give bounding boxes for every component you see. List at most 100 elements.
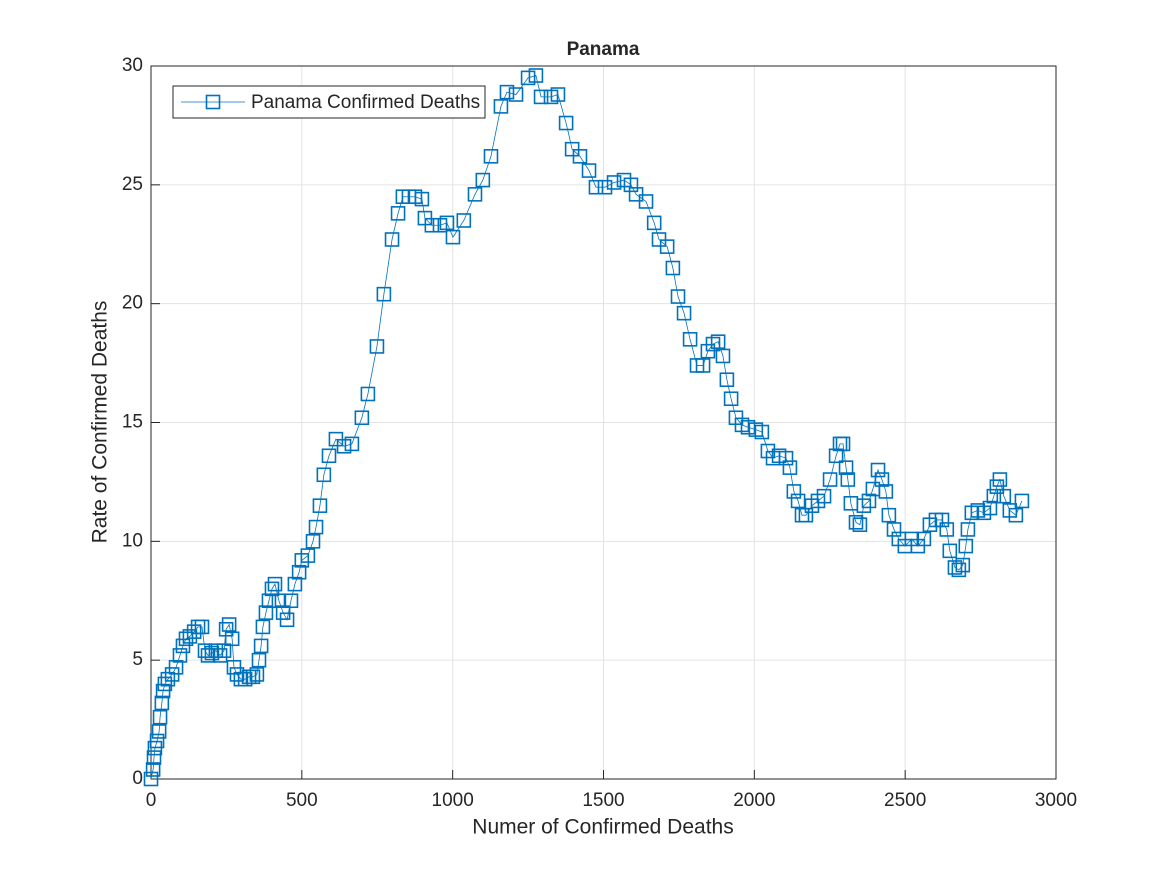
data-point bbox=[321, 448, 337, 464]
data-point bbox=[676, 305, 692, 321]
data-point bbox=[208, 643, 224, 658]
data-point bbox=[424, 217, 440, 233]
data-point bbox=[300, 548, 316, 563]
data-point bbox=[143, 771, 159, 787]
data-point bbox=[483, 149, 499, 164]
data-point bbox=[955, 557, 971, 573]
data-point bbox=[508, 87, 524, 102]
x-axis-label: Numer of Confirmed Deaths bbox=[472, 816, 733, 839]
data-point bbox=[982, 500, 998, 516]
y-tick-label: 15 bbox=[122, 412, 143, 433]
data-point bbox=[279, 612, 295, 628]
data-point bbox=[360, 386, 376, 402]
x-tick-label: 3000 bbox=[1035, 790, 1077, 811]
data-point bbox=[597, 179, 613, 195]
x-tick-label: 2500 bbox=[884, 790, 926, 811]
data-point bbox=[782, 460, 798, 475]
data-point bbox=[719, 372, 735, 388]
data-point bbox=[682, 332, 698, 347]
data-point bbox=[336, 438, 352, 454]
data-point bbox=[1014, 493, 1030, 509]
data-point bbox=[881, 507, 897, 523]
data-point bbox=[533, 89, 549, 105]
data-point bbox=[151, 724, 167, 739]
x-tick-label: 2000 bbox=[733, 790, 775, 811]
data-point bbox=[200, 648, 216, 663]
data-point bbox=[160, 671, 176, 687]
data-point bbox=[710, 334, 726, 349]
data-point bbox=[168, 659, 184, 675]
data-point bbox=[499, 84, 515, 100]
data-point bbox=[874, 472, 890, 487]
data-point bbox=[951, 562, 967, 578]
data-point bbox=[838, 460, 854, 475]
data-point bbox=[695, 358, 711, 373]
data-point bbox=[939, 522, 955, 537]
legend-label: Panama Confirmed Deaths bbox=[251, 92, 480, 113]
data-point bbox=[715, 348, 731, 364]
data-point bbox=[182, 629, 198, 644]
data-point bbox=[312, 498, 328, 513]
data-point bbox=[249, 667, 265, 682]
data-point bbox=[271, 593, 287, 609]
data-point bbox=[790, 493, 806, 509]
data-point bbox=[870, 462, 886, 478]
data-point bbox=[528, 68, 544, 83]
data-point bbox=[308, 519, 324, 535]
data-point bbox=[384, 232, 400, 247]
data-point bbox=[886, 522, 902, 537]
data-point bbox=[467, 187, 483, 202]
data-point bbox=[493, 99, 509, 114]
data-point bbox=[840, 472, 856, 487]
data-point bbox=[623, 177, 639, 193]
data-point bbox=[588, 179, 604, 195]
x-tick-label: 500 bbox=[286, 790, 318, 811]
data-point bbox=[237, 671, 253, 687]
data-point bbox=[267, 576, 283, 592]
axes-box bbox=[150, 65, 1057, 780]
data-point bbox=[835, 436, 851, 452]
x-tick-label: 1000 bbox=[432, 790, 474, 811]
data-point bbox=[305, 534, 321, 549]
data-point bbox=[261, 593, 277, 609]
data-point bbox=[376, 286, 392, 302]
data-point bbox=[152, 709, 168, 725]
y-tick-label: 20 bbox=[122, 293, 143, 314]
y-tick-label: 25 bbox=[122, 174, 143, 195]
y-tick-label: 30 bbox=[122, 55, 143, 76]
x-tick-label: 1500 bbox=[582, 790, 624, 811]
data-point bbox=[369, 339, 385, 354]
data-point bbox=[186, 624, 202, 639]
data-point bbox=[723, 391, 739, 407]
data-point bbox=[253, 638, 269, 654]
y-axis-label: Rate of Confirmed Deaths bbox=[89, 301, 112, 544]
data-point bbox=[852, 517, 868, 532]
data-point bbox=[258, 605, 274, 620]
data-point bbox=[390, 206, 406, 221]
data-point bbox=[665, 260, 681, 276]
data-point bbox=[194, 619, 210, 635]
data-point bbox=[439, 215, 455, 231]
data-point bbox=[916, 531, 932, 547]
data-point bbox=[354, 410, 370, 426]
data-point bbox=[1008, 507, 1024, 523]
data-point bbox=[942, 543, 958, 559]
y-tick-label: 10 bbox=[122, 530, 143, 551]
data-point bbox=[778, 450, 794, 466]
legend-marker bbox=[205, 94, 221, 110]
data-point bbox=[638, 194, 654, 209]
data-point bbox=[154, 695, 170, 711]
data-point bbox=[221, 617, 237, 632]
y-tick-label: 5 bbox=[132, 649, 143, 670]
data-point bbox=[856, 498, 872, 513]
data-point bbox=[878, 484, 894, 499]
data-point bbox=[245, 669, 261, 685]
data-point bbox=[172, 648, 188, 663]
data-point bbox=[705, 336, 721, 352]
data-point bbox=[581, 163, 597, 178]
data-point bbox=[816, 488, 832, 504]
data-point bbox=[646, 215, 662, 231]
data-point bbox=[992, 472, 1008, 487]
data-point bbox=[316, 467, 332, 483]
